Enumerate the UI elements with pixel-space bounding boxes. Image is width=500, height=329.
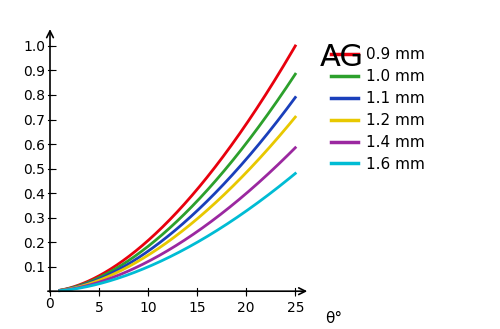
1.0 mm (250, 133, 256, 137)
Line: 1.4 mm: 1.4 mm (60, 148, 296, 291)
1.6 mm (286, 176, 292, 180)
1.0 mm (170, 223, 176, 227)
1.4 mm (292, 146, 298, 150)
Line: 1.6 mm: 1.6 mm (60, 173, 296, 291)
1.2 mm (168, 237, 174, 241)
1.6 mm (170, 253, 176, 257)
Text: θ°: θ° (326, 311, 342, 326)
1.0 mm (168, 224, 174, 228)
1.4 mm (168, 246, 174, 250)
1.0 mm (286, 81, 292, 85)
1.0 mm (57, 288, 63, 292)
1.6 mm (184, 246, 190, 250)
1.0 mm (197, 196, 203, 200)
1.4 mm (57, 289, 63, 292)
1.4 mm (197, 228, 203, 232)
1.2 mm (184, 225, 190, 229)
1.4 mm (184, 237, 190, 240)
Line: 0.9 mm: 0.9 mm (60, 46, 296, 290)
1.1 mm (184, 218, 190, 222)
1.6 mm (250, 204, 256, 208)
Text: 0: 0 (46, 297, 54, 311)
1.6 mm (57, 289, 63, 293)
1.0 mm (292, 72, 298, 76)
0.9 mm (250, 113, 256, 116)
Line: 1.2 mm: 1.2 mm (60, 117, 296, 291)
0.9 mm (170, 214, 176, 218)
1.1 mm (170, 230, 176, 234)
1.2 mm (170, 236, 176, 240)
1.6 mm (292, 171, 298, 175)
0.9 mm (168, 216, 174, 220)
1.2 mm (292, 115, 298, 119)
0.9 mm (292, 44, 298, 48)
Line: 1.1 mm: 1.1 mm (60, 97, 296, 291)
1.4 mm (286, 151, 292, 155)
1.2 mm (197, 215, 203, 218)
Legend: 0.9 mm, 1.0 mm, 1.1 mm, 1.2 mm, 1.4 mm, 1.6 mm: 0.9 mm, 1.0 mm, 1.1 mm, 1.2 mm, 1.4 mm, … (330, 47, 424, 172)
1.1 mm (250, 149, 256, 153)
Text: AG: AG (320, 43, 364, 72)
1.6 mm (197, 239, 203, 243)
1.1 mm (168, 231, 174, 235)
0.9 mm (286, 54, 292, 58)
0.9 mm (57, 288, 63, 292)
1.4 mm (170, 245, 176, 249)
1.4 mm (250, 186, 256, 190)
Line: 1.0 mm: 1.0 mm (60, 74, 296, 290)
0.9 mm (197, 184, 203, 188)
1.2 mm (57, 289, 63, 292)
1.1 mm (57, 289, 63, 292)
1.2 mm (286, 122, 292, 126)
1.1 mm (197, 206, 203, 210)
1.2 mm (250, 164, 256, 167)
1.1 mm (292, 95, 298, 99)
1.1 mm (286, 103, 292, 107)
1.0 mm (184, 209, 190, 213)
0.9 mm (184, 199, 190, 203)
1.6 mm (168, 254, 174, 258)
